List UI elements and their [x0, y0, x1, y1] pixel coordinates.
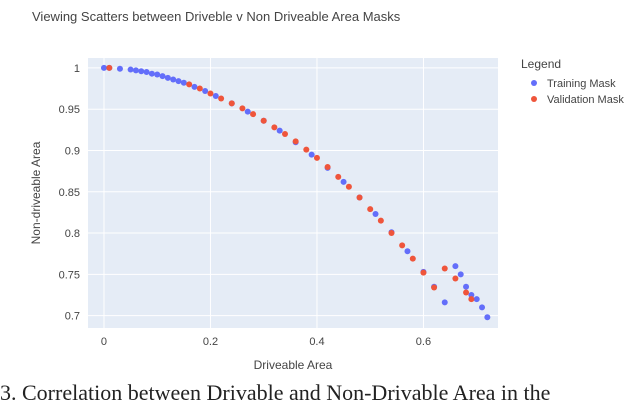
training-point: [404, 248, 411, 255]
validation-point: [324, 163, 331, 170]
legend-marker-training: [531, 80, 537, 86]
validation-point: [228, 100, 235, 107]
training-point: [484, 314, 491, 321]
y-tick-labels: 0.7 0.75 0.8 0.85 0.9 0.95 1: [59, 63, 80, 323]
series-validation: [106, 64, 475, 303]
legend-title: Legend: [521, 57, 561, 71]
grid-lines: [88, 58, 498, 328]
validation-point: [196, 85, 203, 92]
y-tick-label: 0.75: [59, 269, 80, 281]
legend-label-training: Training Mask: [547, 78, 616, 90]
validation-point: [106, 64, 113, 71]
validation-point: [356, 194, 363, 201]
y-axis-label: Non-driveable Area: [29, 141, 43, 244]
training-point: [127, 66, 134, 73]
chart-title: Viewing Scatters between Driveble v Non …: [32, 9, 401, 24]
training-point: [340, 178, 347, 185]
validation-point: [260, 117, 267, 124]
x-tick-label: 0: [101, 336, 107, 348]
validation-point: [303, 146, 310, 153]
validation-point: [292, 138, 299, 145]
x-tick-label: 0.2: [203, 336, 218, 348]
training-point: [212, 92, 219, 99]
training-point: [452, 263, 459, 270]
training-point: [441, 299, 448, 306]
validation-point: [377, 217, 384, 224]
training-point: [463, 283, 470, 290]
y-tick-label: 0.95: [59, 104, 80, 116]
training-point: [170, 76, 177, 83]
validation-point: [282, 130, 289, 137]
validation-point: [452, 275, 459, 282]
training-point: [116, 65, 123, 72]
training-point: [154, 71, 161, 78]
validation-point: [250, 111, 257, 118]
validation-point: [345, 183, 352, 190]
training-point: [457, 271, 464, 278]
validation-point: [335, 173, 342, 180]
data-points: [100, 64, 491, 321]
x-tick-labels: 0 0.2 0.4 0.6: [101, 336, 431, 348]
x-tick-label: 0.6: [416, 336, 431, 348]
validation-point: [388, 230, 395, 237]
scatter-figure: Viewing Scatters between Driveble v Non …: [29, 9, 624, 372]
training-point: [180, 79, 187, 86]
training-point: [164, 74, 171, 81]
x-tick-label: 0.4: [309, 336, 324, 348]
validation-point: [271, 124, 278, 131]
validation-point: [218, 95, 225, 102]
training-point: [473, 296, 480, 303]
validation-point: [399, 242, 406, 249]
training-point: [100, 64, 107, 71]
training-point: [132, 67, 139, 74]
training-point: [308, 151, 315, 158]
training-point: [143, 69, 150, 76]
validation-point: [431, 284, 438, 291]
x-axis-label: Driveable Area: [254, 358, 333, 372]
validation-point: [367, 206, 374, 213]
legend-marker-validation: [531, 96, 537, 102]
figure-caption: 3. Correlation between Drivable and Non-…: [0, 380, 551, 405]
legend-label-validation: Validation Mask: [547, 94, 624, 106]
training-point: [148, 70, 155, 77]
training-point: [159, 73, 166, 80]
training-point: [191, 83, 198, 90]
validation-point: [441, 265, 448, 272]
y-tick-label: 0.7: [65, 311, 80, 323]
training-point: [202, 88, 209, 95]
training-point: [138, 68, 145, 75]
validation-point: [463, 289, 470, 296]
y-tick-label: 0.85: [59, 187, 80, 199]
training-point: [175, 78, 182, 85]
training-point: [468, 291, 475, 298]
training-point: [479, 304, 486, 311]
plot-area: [88, 58, 498, 328]
validation-point: [239, 105, 246, 112]
validation-point: [207, 90, 214, 97]
legend: Legend Training Mask Validation Mask: [521, 57, 624, 106]
y-tick-label: 0.9: [65, 145, 80, 157]
training-point: [244, 108, 251, 115]
validation-point: [313, 154, 320, 161]
y-tick-label: 0.8: [65, 228, 80, 240]
training-point: [372, 211, 379, 218]
validation-point: [186, 81, 193, 88]
validation-point: [409, 255, 416, 262]
y-tick-label: 1: [74, 63, 80, 75]
training-point: [276, 127, 283, 134]
validation-point: [420, 269, 427, 276]
validation-point: [468, 296, 475, 303]
